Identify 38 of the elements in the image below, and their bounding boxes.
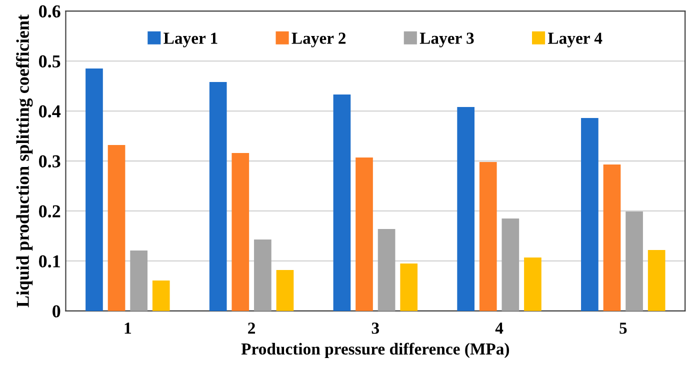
bar: [524, 257, 542, 311]
bar: [400, 263, 418, 311]
bar: [130, 250, 148, 311]
bar: [356, 158, 373, 311]
legend-label: Layer 4: [548, 32, 602, 48]
bar: [648, 250, 666, 311]
y-tick-label: 0.1: [39, 255, 60, 268]
y-tick-label: 0.3: [39, 155, 60, 168]
y-tick-label: 0: [52, 305, 60, 318]
bar: [152, 280, 170, 311]
y-axis-title: Liquid production splitting coefficient: [16, 14, 33, 308]
bar: [276, 270, 294, 311]
legend-label: Layer 1: [164, 32, 218, 48]
bar: [581, 118, 598, 311]
bar: [254, 239, 272, 311]
x-tick-label: 4: [495, 322, 504, 334]
legend-label: Layer 3: [420, 32, 474, 48]
bar: [626, 211, 643, 311]
x-tick-label: 2: [248, 322, 255, 334]
x-axis-title: Production pressure difference (MPa): [241, 342, 510, 358]
bar: [86, 68, 103, 311]
bar: [333, 94, 351, 311]
bar: [479, 162, 497, 311]
bar: [457, 107, 475, 311]
bar: [209, 82, 227, 311]
bar: [378, 228, 396, 311]
y-tick-label: 0.5: [39, 55, 60, 68]
x-tick-label: 3: [372, 322, 380, 334]
bar: [108, 145, 126, 311]
bar: [232, 153, 250, 311]
legend-label: Layer 2: [292, 32, 346, 48]
y-tick-label: 0.6: [39, 5, 60, 18]
bar: [502, 218, 520, 311]
x-tick-label: 5: [620, 322, 627, 334]
y-tick-label: 0.2: [39, 205, 60, 218]
x-tick-label: 1: [124, 322, 131, 334]
y-tick-label: 0.4: [39, 105, 61, 118]
bar: [603, 164, 621, 311]
